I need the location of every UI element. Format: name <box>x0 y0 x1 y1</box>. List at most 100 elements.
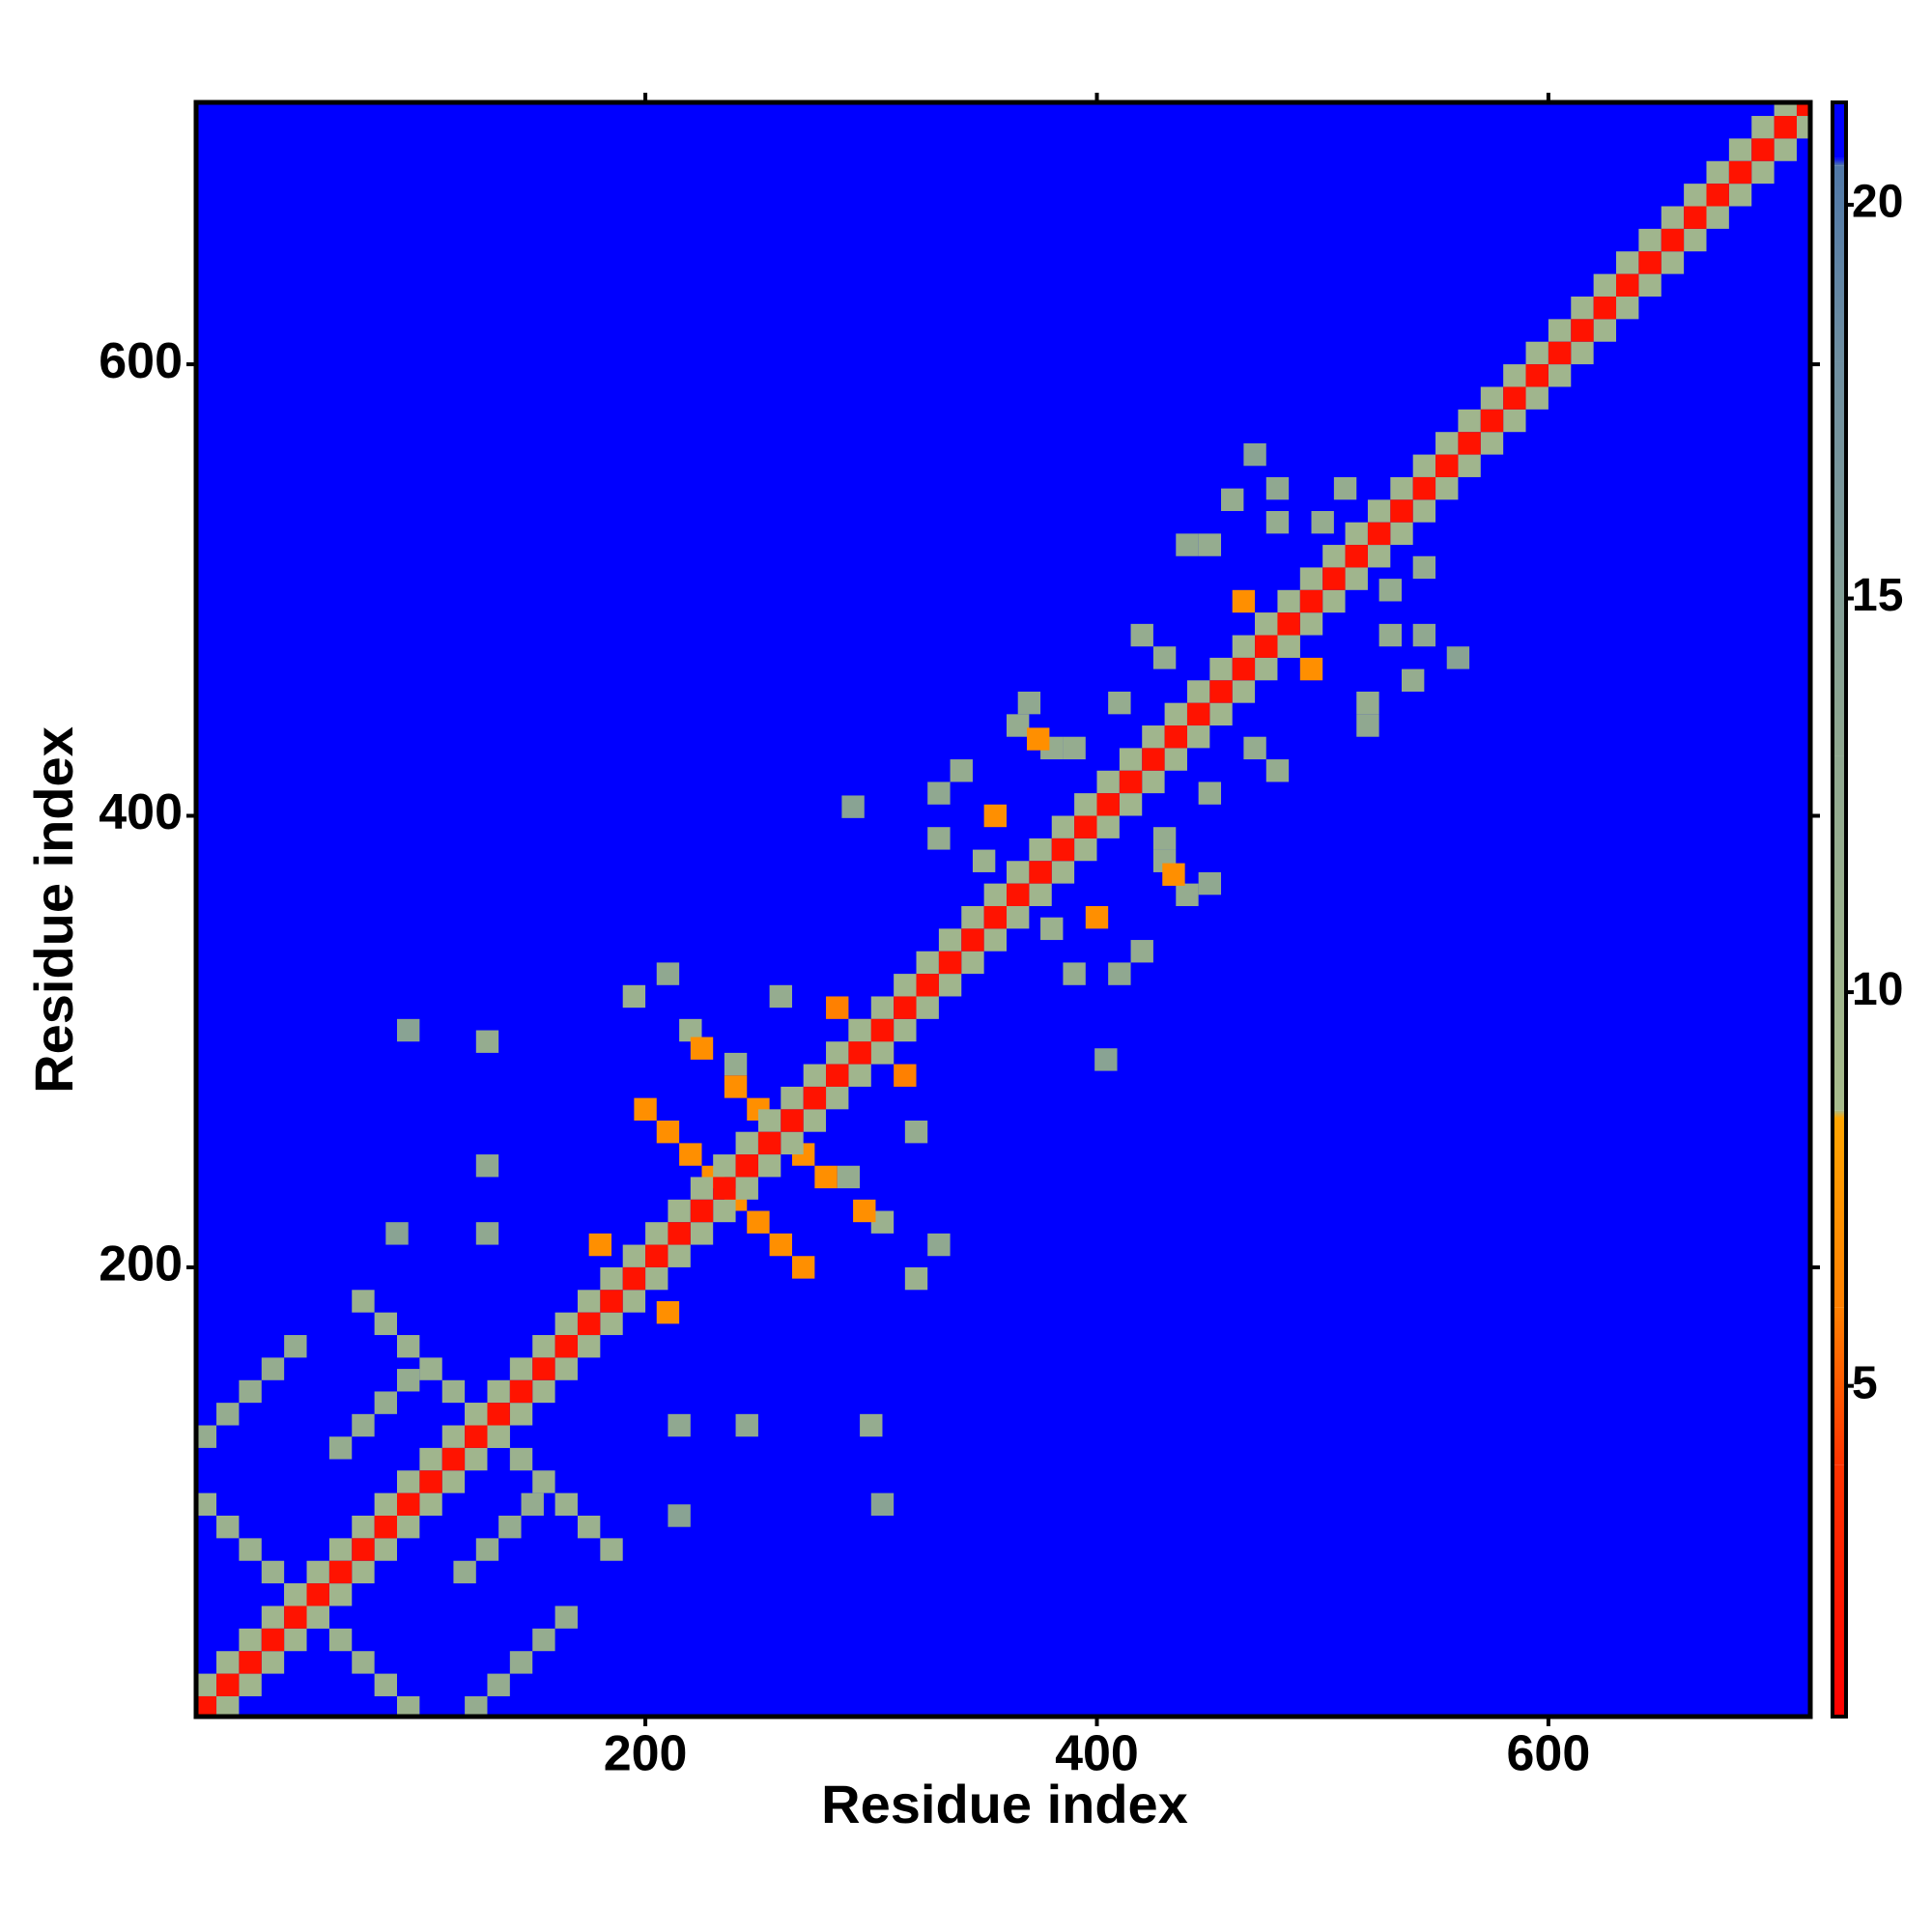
heatmap-cell <box>1094 1048 1118 1071</box>
heatmap-cell <box>961 905 984 929</box>
heatmap-cell <box>532 1379 555 1404</box>
heatmap-cell <box>1209 680 1233 703</box>
heatmap-cell <box>1152 646 1177 669</box>
heatmap-cell <box>1130 940 1153 963</box>
heatmap-cell <box>747 1210 770 1234</box>
heatmap-cell <box>622 1244 646 1267</box>
heatmap-cell <box>904 1266 928 1291</box>
heatmap-cell <box>284 1628 307 1652</box>
heatmap-cell <box>532 1357 555 1380</box>
heatmap-cell <box>352 1516 375 1539</box>
heatmap-cell <box>1728 160 1752 185</box>
heatmap-cell <box>577 1290 601 1313</box>
heatmap-cell <box>577 1312 601 1336</box>
heatmap-cell <box>239 1651 262 1674</box>
heatmap-cell <box>1051 838 1075 862</box>
heatmap-cell <box>239 1538 262 1561</box>
heatmap-cell <box>352 1560 375 1584</box>
heatmap-cell <box>1198 871 1222 895</box>
heatmap-cell <box>532 1628 555 1652</box>
heatmap-cell <box>419 1357 442 1380</box>
heatmap-cell <box>1571 319 1594 342</box>
x-tick-label: 600 <box>1507 1726 1591 1782</box>
heatmap-cell <box>622 1266 646 1291</box>
heatmap-cell <box>1684 184 1707 207</box>
heatmap-cell <box>600 1312 623 1336</box>
heatmap-cell <box>1684 206 1707 229</box>
heatmap-cell <box>196 1673 217 1696</box>
heatmap-cell <box>1243 442 1266 467</box>
heatmap-cell <box>622 1290 646 1313</box>
heatmap-cell <box>396 1369 420 1392</box>
heatmap-cell <box>841 795 865 818</box>
heatmap-cell <box>1435 454 1459 477</box>
heatmap-cell <box>870 996 895 1019</box>
heatmap-cell <box>1345 567 1368 590</box>
heatmap-cell <box>853 1199 876 1223</box>
heatmap-cell <box>769 984 792 1009</box>
heatmap-cell <box>465 1447 488 1471</box>
heatmap-cell <box>1525 341 1548 365</box>
colorbar-segment <box>1833 1110 1846 1119</box>
heatmap-cell <box>1051 861 1075 884</box>
colorbar-segment <box>1833 755 1846 1111</box>
colorbar-segment <box>1833 1118 1846 1308</box>
heatmap-cell <box>1412 454 1436 477</box>
heatmap-cell <box>374 1312 397 1336</box>
colorbar: 5 10 15 20 <box>1831 100 1903 1719</box>
heatmap-cell <box>1198 781 1222 805</box>
heatmap-cell <box>1661 206 1685 229</box>
heatmap-cell <box>622 984 646 1009</box>
heatmap-cell <box>1119 770 1143 794</box>
heatmap-cell <box>328 1436 353 1460</box>
colorbar-segment <box>1833 102 1846 158</box>
colorbar-segment <box>1833 1464 1846 1717</box>
heatmap-cell <box>216 1403 240 1426</box>
heatmap-cell <box>532 1470 555 1493</box>
heatmap-cell <box>848 1018 871 1042</box>
y-tick-label: 400 <box>99 784 183 840</box>
heatmap-cell <box>781 1086 804 1110</box>
heatmap-cell <box>1616 251 1639 274</box>
heatmap-cell <box>916 951 939 975</box>
heatmap-cell <box>465 1403 488 1426</box>
heatmap-cell <box>1503 386 1526 410</box>
heatmap-cell <box>1176 533 1199 556</box>
heatmap-cell <box>328 1538 353 1561</box>
heatmap-cell <box>509 1357 533 1380</box>
heatmap-cell <box>509 1447 533 1471</box>
heatmap-cell <box>1367 545 1391 568</box>
heatmap-cell <box>1277 612 1300 636</box>
heatmap-cell <box>1446 646 1470 669</box>
heatmap-cell <box>1378 623 1402 647</box>
heatmap-cell <box>1661 228 1685 252</box>
heatmap-cell <box>1232 635 1256 658</box>
heatmap-cell <box>1007 861 1030 884</box>
heatmap-cell <box>600 1266 623 1291</box>
heatmap-cell <box>1796 116 1810 139</box>
heatmap-cell <box>1142 725 1165 749</box>
heatmap-cell <box>1265 759 1290 782</box>
heatmap-cell <box>961 951 984 975</box>
heatmap-cell <box>1074 793 1097 816</box>
heatmap <box>196 102 1810 1717</box>
heatmap-cell <box>475 1154 499 1178</box>
heatmap-cell <box>1322 567 1346 590</box>
heatmap-cell <box>972 849 996 872</box>
heatmap-cell <box>1209 702 1233 726</box>
colorbar-tick-label: 5 <box>1852 1357 1878 1408</box>
heatmap-cell <box>1029 838 1052 862</box>
heatmap-cell <box>1774 138 1797 161</box>
heatmap-cell <box>668 1222 691 1245</box>
heatmap-cell <box>1458 454 1481 477</box>
heatmap-cell <box>1638 251 1662 274</box>
heatmap-cell <box>487 1403 510 1426</box>
heatmap-cell <box>894 1018 917 1042</box>
heatmap-cell <box>532 1335 555 1358</box>
heatmap-cell <box>1108 962 1131 985</box>
heatmap-cell <box>713 1177 736 1200</box>
heatmap-cell <box>927 1233 951 1257</box>
heatmap-cell <box>656 1121 680 1144</box>
heatmap-cell <box>1186 725 1210 749</box>
